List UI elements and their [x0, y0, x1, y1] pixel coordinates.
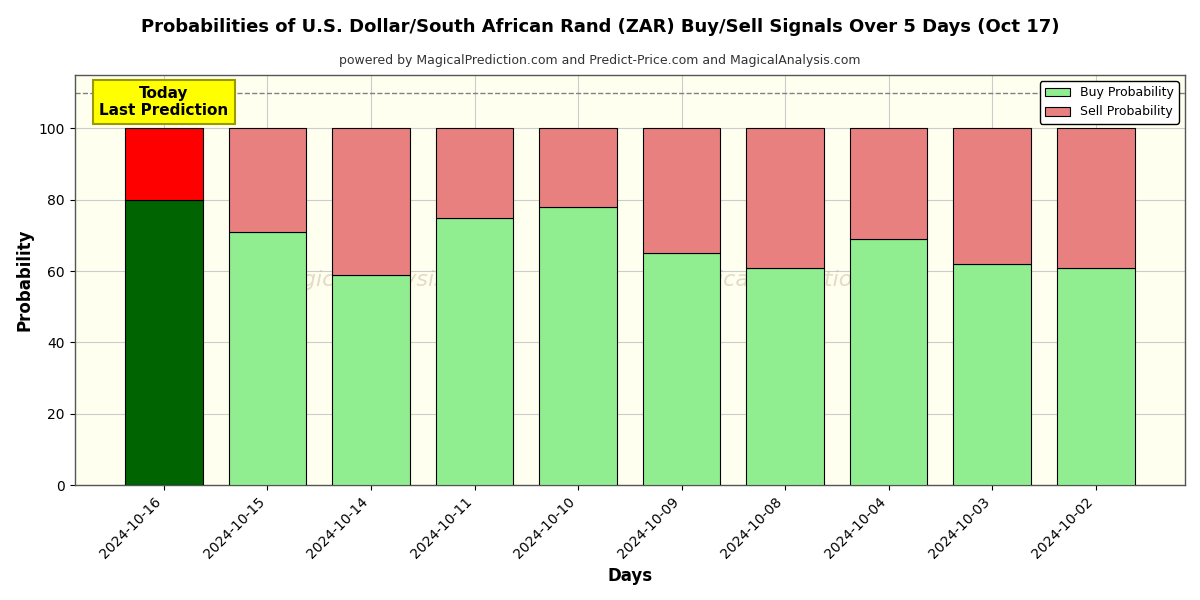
- Bar: [953, 128, 1031, 264]
- Bar: [643, 128, 720, 253]
- Bar: [953, 264, 1031, 485]
- Text: Probabilities of U.S. Dollar/South African Rand (ZAR) Buy/Sell Signals Over 5 Da: Probabilities of U.S. Dollar/South Afric…: [140, 18, 1060, 36]
- Bar: [332, 275, 410, 485]
- Bar: [436, 128, 514, 218]
- Y-axis label: Probability: Probability: [16, 229, 34, 331]
- Bar: [746, 128, 824, 268]
- Text: powered by MagicalPrediction.com and Predict-Price.com and MagicalAnalysis.com: powered by MagicalPrediction.com and Pre…: [340, 54, 860, 67]
- Text: MagicalAnalysis.com: MagicalAnalysis.com: [270, 270, 502, 290]
- Legend: Buy Probability, Sell Probability: Buy Probability, Sell Probability: [1040, 81, 1178, 124]
- Bar: [1057, 268, 1134, 485]
- Bar: [125, 128, 203, 200]
- Bar: [229, 128, 306, 232]
- Bar: [539, 128, 617, 207]
- Bar: [229, 232, 306, 485]
- Bar: [1057, 128, 1134, 268]
- X-axis label: Days: Days: [607, 567, 653, 585]
- Bar: [746, 268, 824, 485]
- Bar: [436, 218, 514, 485]
- Bar: [850, 128, 928, 239]
- Bar: [332, 128, 410, 275]
- Text: MagicalPrediction.com: MagicalPrediction.com: [671, 270, 922, 290]
- Bar: [125, 200, 203, 485]
- Bar: [850, 239, 928, 485]
- Text: Today
Last Prediction: Today Last Prediction: [100, 86, 228, 118]
- Bar: [539, 207, 617, 485]
- Bar: [643, 253, 720, 485]
